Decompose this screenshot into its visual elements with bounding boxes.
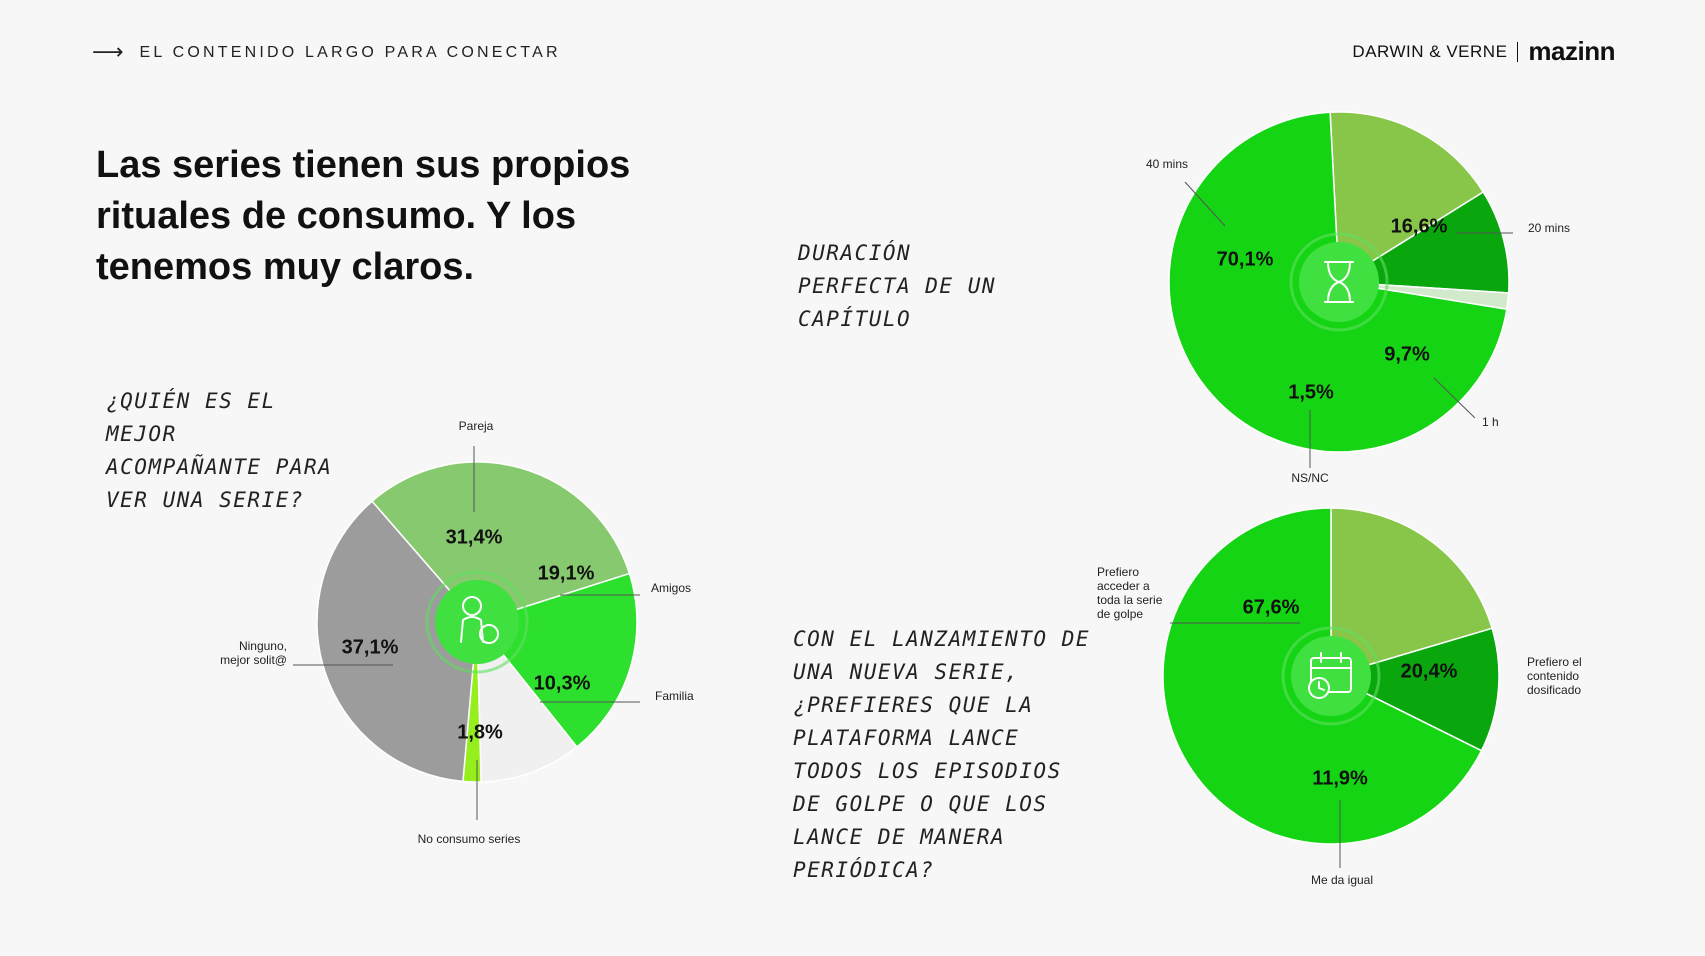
data-label: 70,1% — [1217, 248, 1274, 270]
data-label: 20,4% — [1401, 660, 1458, 682]
mazinn-logo: mazinn — [1528, 36, 1615, 66]
icon-ring — [1281, 626, 1381, 726]
category-label: Prefiero el contenido dosificado — [1527, 655, 1582, 697]
data-label: 31,4% — [446, 526, 503, 548]
person-with-popcorn-icon — [460, 596, 499, 644]
pie-slice — [1330, 507, 1494, 678]
data-label: 9,7% — [1384, 343, 1430, 365]
arrow-right-icon: ⟶ — [92, 40, 124, 65]
leader-line — [1433, 377, 1476, 419]
question-duration: Duración perfecta de un capítulo — [798, 241, 997, 331]
brand-divider — [1517, 41, 1519, 62]
section-title: EL CONTENIDO LARGO PARA CONECTAR — [139, 44, 561, 61]
category-label: Amigos — [651, 581, 691, 595]
category-label: Familia — [655, 689, 694, 703]
data-label: 11,9% — [1312, 767, 1368, 789]
icon-ring — [1289, 232, 1389, 332]
category-label: NS/NC — [1291, 471, 1329, 485]
pie-chart-2: 16,6% 9,7% 1,5% 70,1% 20 mins 1 h NS/NC 40 mins — [1146, 111, 1570, 485]
data-label: 19,1% — [538, 562, 595, 584]
section-kicker: ⟶ EL CONTENIDO LARGO PARA CONECTAR — [92, 42, 561, 64]
icon-disc — [435, 580, 519, 664]
category-label: Ninguno, mejor solit@ — [220, 639, 287, 667]
category-label: 40 mins — [1146, 157, 1188, 171]
data-label: 10,3% — [534, 672, 591, 694]
pie-slice — [1336, 190, 1510, 294]
pie-chart-3: 20,4% 11,9% 67,6% Prefiero el contenido dosif… — [1097, 507, 1582, 887]
data-label: 1,5% — [1288, 381, 1334, 403]
icon-ring — [425, 570, 529, 674]
pie-slice — [1328, 627, 1500, 752]
category-label: No consumo series — [418, 832, 521, 846]
pie-slice — [370, 461, 631, 623]
darwin-verne-logo: DARWIN & VERNE — [1352, 41, 1508, 61]
pie-slice — [476, 619, 578, 783]
question-companion: ¿Quién es el mejor acompañante para ver … — [106, 389, 333, 512]
category-label: 20 mins — [1528, 221, 1570, 235]
leader-line — [1184, 181, 1226, 227]
data-label: 37,1% — [342, 636, 399, 658]
question-release: Con el lanzamiento de una nueva serie, ¿… — [793, 627, 1091, 882]
pie-slice — [1329, 111, 1485, 284]
icon-disc — [1291, 636, 1371, 716]
category-label: Me da igual — [1311, 873, 1373, 887]
category-label: Pareja — [459, 419, 494, 433]
category-label: 1 h — [1482, 415, 1499, 429]
pie-slice — [316, 500, 478, 783]
hourglass-icon — [1324, 261, 1354, 303]
category-label: Prefiero acceder a toda la serie de golpe — [1097, 565, 1163, 621]
page-title: Las series tienen sus propios rituales d… — [96, 144, 631, 288]
data-label: 1,8% — [457, 721, 503, 743]
pie-chart-1: 31,4% 19,1% 10,3% 1,8% 37,1% Pareja Amigos Fami… — [220, 419, 694, 846]
calendar-clock-icon — [1308, 652, 1352, 699]
data-label: 67,6% — [1243, 596, 1300, 618]
data-label: 16,6% — [1391, 215, 1448, 237]
brand-logos: DARWIN & VERNE mazinn — [1352, 36, 1615, 67]
